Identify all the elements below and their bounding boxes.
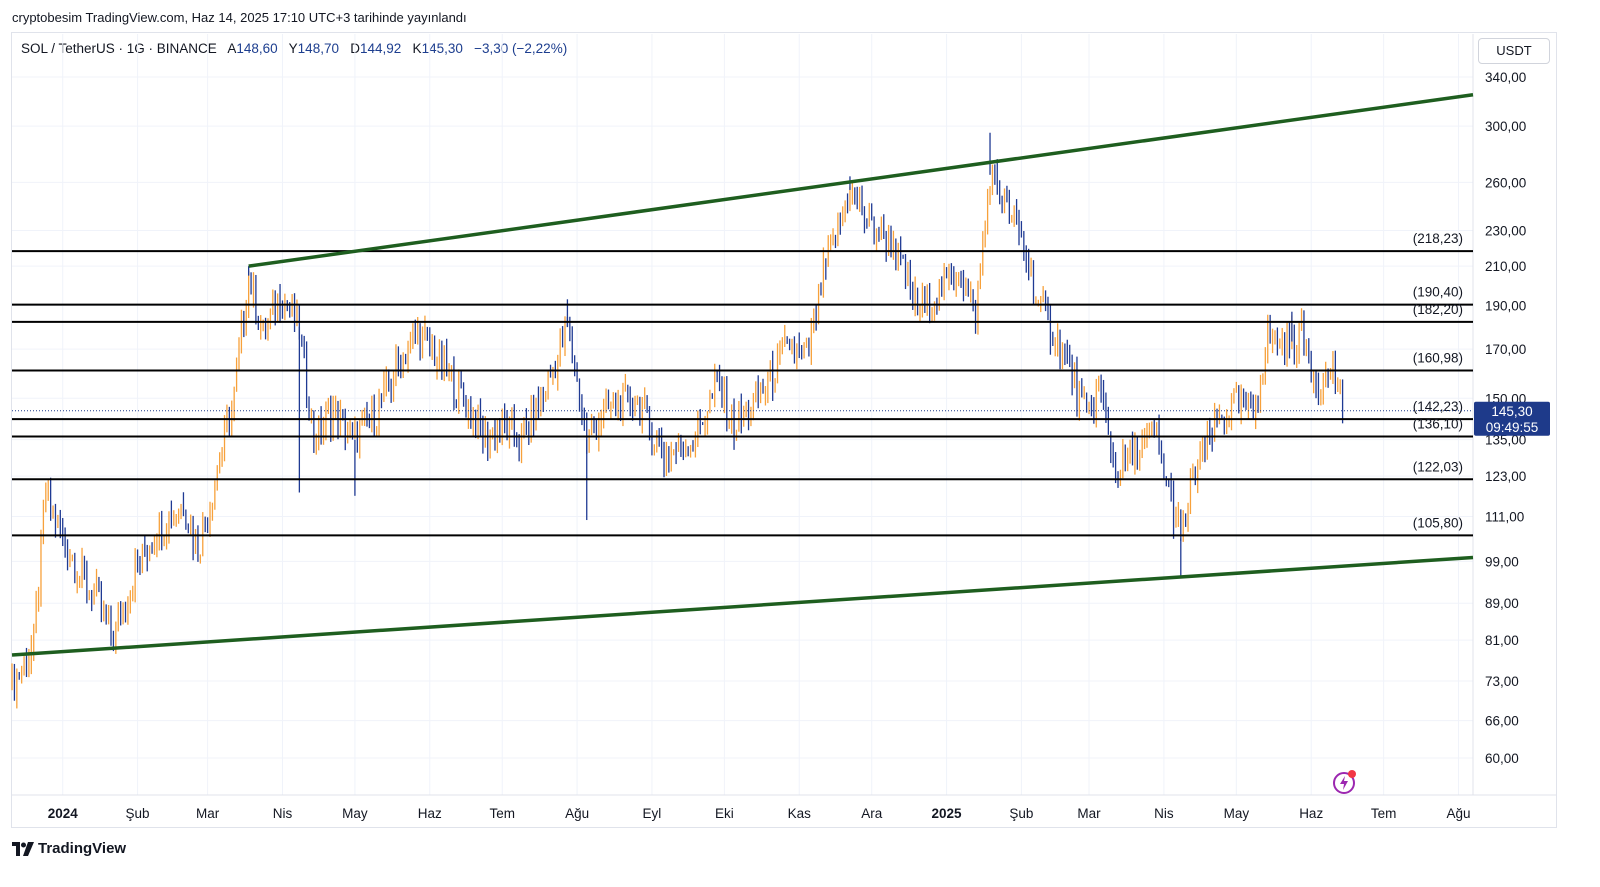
- price-tag-value: 145,30: [1491, 404, 1532, 419]
- symbol-name[interactable]: SOL / TetherUS · 1G · BINANCE: [21, 41, 217, 56]
- price-tick-label: 190,00: [1485, 298, 1526, 313]
- change-value: −3,30 (−2,22%): [474, 41, 568, 56]
- level-label: (190,40): [1413, 285, 1463, 300]
- time-tick-label: 2025: [932, 806, 963, 821]
- time-tick-label: Ağu: [1446, 806, 1470, 821]
- time-tick-label: Tem: [489, 806, 515, 821]
- level-label: (122,03): [1413, 459, 1463, 474]
- time-tick-label: Haz: [418, 806, 442, 821]
- time-tick-label: Şub: [126, 806, 150, 821]
- time-tick-label: Nis: [1154, 806, 1174, 821]
- time-tick-label: Nis: [273, 806, 293, 821]
- price-tick-label: 170,00: [1485, 342, 1526, 357]
- price-tick-label: 60,00: [1485, 751, 1519, 766]
- close-value: 145,30: [421, 41, 463, 56]
- price-tick-label: 260,00: [1485, 175, 1526, 190]
- channel-trendline[interactable]: [248, 92, 1474, 268]
- level-label: (160,98): [1413, 351, 1463, 366]
- time-tick-label: Ağu: [565, 806, 589, 821]
- brand-name: TradingView: [38, 840, 127, 857]
- time-tick-label: Kas: [788, 806, 812, 821]
- chart-frame: [11, 32, 1557, 828]
- time-tick-label: May: [342, 806, 368, 821]
- level-label: (105,80): [1413, 515, 1463, 530]
- price-tick-label: 300,00: [1485, 119, 1526, 134]
- price-tick-label: 89,00: [1485, 596, 1519, 611]
- flash-icon[interactable]: [1332, 769, 1358, 795]
- price-tag[interactable]: [1474, 401, 1550, 436]
- price-tag-countdown: 09:49:55: [1486, 420, 1539, 435]
- price-tick-label: 81,00: [1485, 633, 1519, 648]
- price-tick-label: 123,00: [1485, 469, 1526, 484]
- time-tick-label: Eyl: [643, 806, 662, 821]
- price-tick-label: 230,00: [1485, 223, 1526, 238]
- time-tick-label: Haz: [1299, 806, 1323, 821]
- time-tick-label: Mar: [1077, 806, 1101, 821]
- time-tick-label: Ara: [861, 806, 883, 821]
- open-value: 148,60: [236, 41, 278, 56]
- level-label: (182,20): [1413, 302, 1463, 317]
- time-tick-label: 2024: [48, 806, 79, 821]
- channel-trendline[interactable]: [11, 555, 1474, 657]
- time-tick-label: Şub: [1009, 806, 1033, 821]
- time-tick-label: May: [1224, 806, 1250, 821]
- level-label: (142,23): [1413, 399, 1463, 414]
- level-label: (218,23): [1413, 231, 1463, 246]
- tradingview-logo[interactable]: TradingView: [12, 840, 126, 857]
- price-tick-label: 340,00: [1485, 70, 1526, 85]
- symbol-bar: SOL / TetherUS · 1G · BINANCE A148,60 Y1…: [21, 41, 567, 56]
- price-tick-label: 99,00: [1485, 554, 1519, 569]
- level-label: (136,10): [1413, 416, 1463, 431]
- close-label: K: [412, 41, 422, 56]
- time-tick-label: Mar: [196, 806, 220, 821]
- price-tick-label: 73,00: [1485, 674, 1519, 689]
- time-tick-label: Eki: [715, 806, 734, 821]
- tradingview-icon: [12, 841, 34, 856]
- publish-line: cryptobesim TradingView.com, Haz 14, 202…: [12, 10, 467, 25]
- price-tick-label: 210,00: [1485, 259, 1526, 274]
- open-label: A: [227, 41, 237, 56]
- high-value: 148,70: [297, 41, 339, 56]
- low-value: 144,92: [359, 41, 402, 56]
- high-label: Y: [288, 41, 298, 56]
- currency-selector[interactable]: USDT: [1478, 38, 1550, 64]
- price-tick-label: 66,00: [1485, 714, 1519, 729]
- time-tick-label: Tem: [1371, 806, 1397, 821]
- price-tick-label: 135,00: [1485, 433, 1526, 448]
- price-tick-label: 111,00: [1485, 509, 1524, 524]
